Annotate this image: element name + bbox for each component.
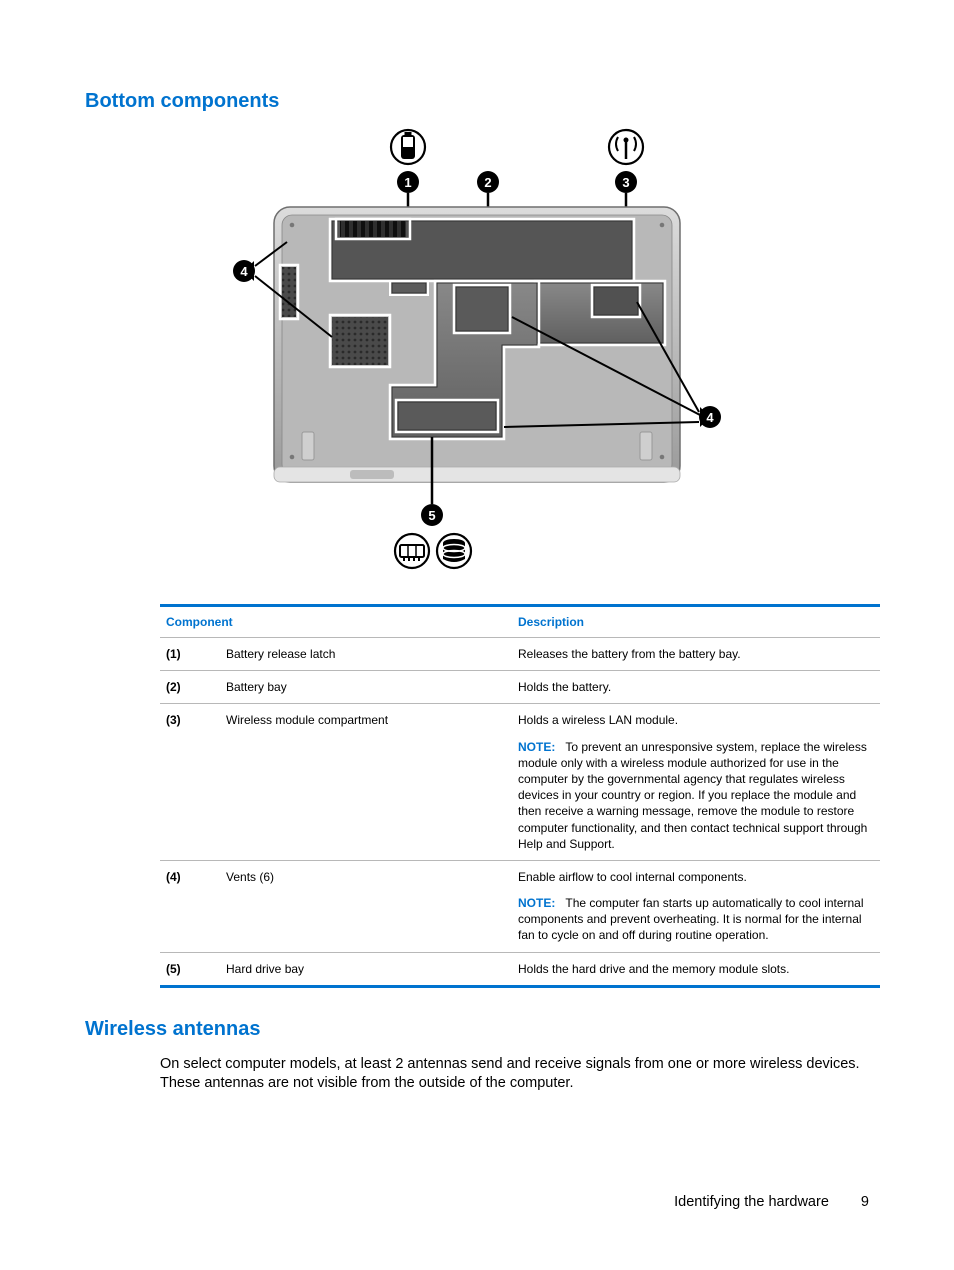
table-row: (2) Battery bay Holds the battery. — [160, 671, 880, 704]
svg-text:4: 4 — [240, 264, 248, 279]
wireless-icon — [609, 130, 643, 164]
table-row: (3) Wireless module compartment Holds a … — [160, 704, 880, 861]
hard-drive-icon — [437, 534, 471, 568]
note-label: NOTE: — [518, 896, 555, 910]
battery-icon — [391, 130, 425, 164]
table-row: (4) Vents (6) Enable airflow to cool int… — [160, 860, 880, 952]
heading-wireless-antennas: Wireless antennas — [85, 1018, 869, 1041]
svg-text:1: 1 — [404, 175, 411, 190]
table-row: (1) Battery release latch Releases the b… — [160, 638, 880, 671]
bottom-components-diagram: 1 2 3 — [85, 127, 869, 582]
page-footer: Identifying the hardware 9 — [674, 1194, 869, 1210]
th-description: Description — [512, 606, 880, 638]
heading-bottom-components: Bottom components — [85, 90, 869, 113]
wireless-antennas-paragraph: On select computer models, at least 2 an… — [160, 1055, 880, 1094]
table-row: (5) Hard drive bay Holds the hard drive … — [160, 952, 880, 986]
svg-text:5: 5 — [428, 508, 435, 523]
note-label: NOTE: — [518, 740, 555, 754]
svg-text:4: 4 — [706, 410, 714, 425]
svg-text:2: 2 — [484, 175, 491, 190]
battery-latch-region — [336, 219, 410, 239]
memory-icon — [395, 534, 429, 568]
th-component: Component — [160, 606, 512, 638]
footer-text: Identifying the hardware — [674, 1194, 829, 1210]
page-number: 9 — [861, 1194, 869, 1210]
components-table: Component Description (1) Battery releas… — [160, 604, 880, 988]
svg-text:3: 3 — [622, 175, 629, 190]
wireless-compartment-region — [535, 281, 665, 345]
